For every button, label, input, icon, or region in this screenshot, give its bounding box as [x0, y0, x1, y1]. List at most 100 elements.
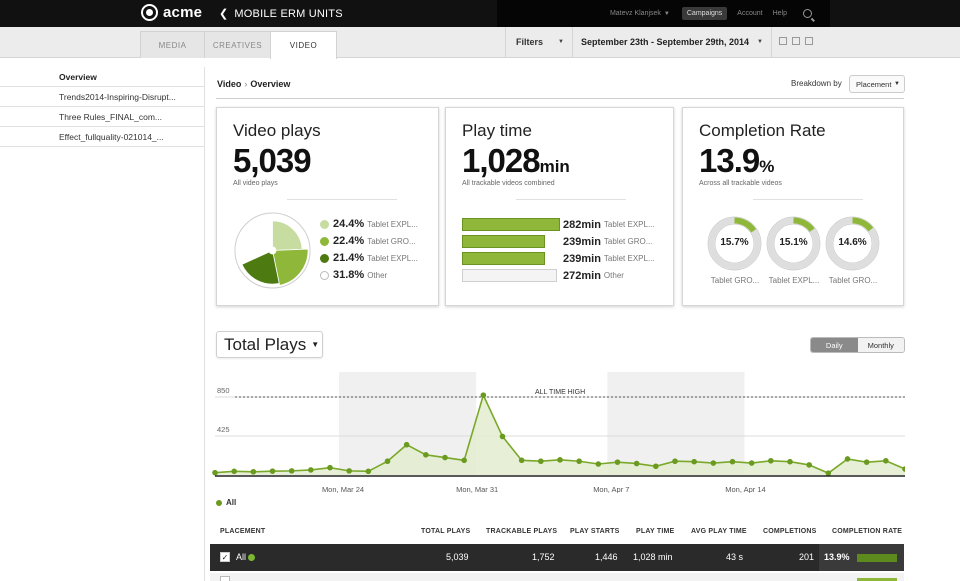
sidebar-item-overview[interactable]: Overview: [0, 67, 204, 87]
play-time-row[interactable]: 239min Tablet EXPL...: [462, 252, 655, 265]
search-icon[interactable]: [803, 9, 812, 18]
section-tabs: MEDIA CREATIVES VIDEO: [140, 31, 337, 59]
breadcrumb-video[interactable]: Video: [217, 79, 242, 89]
nav-account[interactable]: Account: [737, 10, 763, 17]
col-total-plays[interactable]: TOTAL PLAYS: [421, 528, 471, 535]
checkbox-checked-icon[interactable]: ✓: [220, 552, 230, 562]
data-point[interactable]: [710, 460, 717, 466]
plays-legend-item[interactable]: 21.4% Tablet EXPL...: [320, 252, 418, 264]
data-point[interactable]: [461, 457, 467, 464]
data-point[interactable]: [442, 454, 448, 461]
data-point[interactable]: [403, 441, 410, 448]
data-point[interactable]: [327, 464, 333, 471]
data-point[interactable]: [346, 468, 352, 474]
filters-dropdown[interactable]: Filters ▼: [505, 27, 573, 57]
data-point[interactable]: [288, 468, 295, 474]
col-avg-play-time[interactable]: AVG PLAY TIME: [691, 528, 747, 535]
data-point[interactable]: [250, 468, 257, 475]
breakdown-select[interactable]: Placement ▼: [849, 75, 905, 93]
data-point[interactable]: [231, 468, 237, 475]
cell-trackable-plays: 1,752: [532, 552, 555, 562]
data-point[interactable]: [729, 458, 736, 465]
data-point[interactable]: [212, 469, 218, 476]
data-point[interactable]: [576, 458, 582, 465]
data-point[interactable]: [806, 462, 812, 468]
data-point[interactable]: [384, 458, 391, 465]
data-point[interactable]: [614, 459, 621, 465]
user-menu[interactable]: Matevz Klanjsek ▼: [610, 10, 670, 17]
data-point[interactable]: [902, 466, 905, 472]
donut-chart: [825, 216, 880, 271]
play-time-row[interactable]: 239min Tablet GRO...: [462, 235, 652, 248]
completion-donut[interactable]: 14.6% Tablet GRO...: [825, 216, 880, 285]
nav-help[interactable]: Help: [772, 10, 787, 17]
toggle-monthly[interactable]: Monthly: [857, 338, 904, 352]
col-placement[interactable]: PLACEMENT: [220, 528, 266, 535]
data-point[interactable]: [633, 460, 640, 467]
table-icon[interactable]: [805, 37, 813, 45]
pie-slice[interactable]: [272, 220, 303, 251]
plays-legend-item[interactable]: 24.4% Tablet EXPL...: [320, 218, 418, 230]
y-tick-label: 425: [217, 425, 230, 434]
completion-rate-bar: [857, 578, 897, 581]
table-row[interactable]: [210, 573, 904, 581]
data-point[interactable]: [480, 392, 487, 398]
data-point[interactable]: [691, 458, 697, 465]
data-point[interactable]: [653, 463, 659, 470]
sidebar-item-video[interactable]: Three Rules_FINAL_com...: [0, 107, 204, 127]
data-point[interactable]: [825, 470, 832, 476]
data-point[interactable]: [595, 461, 602, 467]
tab-video[interactable]: VIDEO: [270, 31, 337, 59]
data-point[interactable]: [269, 468, 276, 474]
bar-label: Tablet EXPL...: [603, 220, 655, 229]
data-point[interactable]: [499, 433, 506, 440]
brand-logo[interactable]: acme: [141, 4, 202, 21]
toggle-daily[interactable]: Daily: [811, 338, 858, 352]
col-play-starts[interactable]: PLAY STARTS: [570, 528, 620, 535]
table-row-all[interactable]: ✓ All 5,039 1,752 1,446 1,028 min 43 s 2…: [210, 544, 904, 571]
plays-legend-item[interactable]: 22.4% Tablet GRO...: [320, 235, 416, 247]
data-point[interactable]: [538, 458, 544, 465]
nav-campaigns[interactable]: Campaigns: [681, 7, 728, 20]
data-point[interactable]: [768, 457, 774, 464]
plays-legend-item[interactable]: 31.8% Other: [320, 269, 387, 281]
data-point[interactable]: [844, 456, 851, 462]
sidebar-item-video[interactable]: Effect_fullquality-021014_...: [0, 127, 204, 147]
data-point[interactable]: [863, 459, 870, 465]
print-icon[interactable]: [779, 37, 787, 45]
tab-media[interactable]: MEDIA: [140, 31, 205, 58]
donut-outline: [832, 223, 873, 264]
play-time-row[interactable]: 282min Tablet EXPL...: [462, 218, 655, 231]
play-time-row[interactable]: 272min Other: [462, 269, 624, 282]
chart-legend[interactable]: All: [216, 498, 236, 507]
mail-icon[interactable]: [792, 37, 800, 45]
data-point[interactable]: [883, 457, 889, 464]
col-completions[interactable]: COMPLETIONS: [763, 528, 817, 535]
col-completion-rate[interactable]: COMPLETION RATE: [832, 528, 903, 535]
cell-play-time: 1,028 min: [633, 552, 673, 562]
card-value: 1,028min: [462, 142, 570, 180]
data-point[interactable]: [518, 457, 525, 464]
pie-slice[interactable]: [272, 248, 309, 286]
data-point[interactable]: [308, 467, 314, 473]
pie-slice[interactable]: [241, 249, 280, 285]
metric-select[interactable]: Total Plays ▼: [216, 331, 323, 358]
back-link[interactable]: ❮ MOBILE ERM UNITS: [219, 7, 343, 21]
data-point[interactable]: [787, 458, 793, 465]
data-point[interactable]: [672, 458, 678, 465]
data-point[interactable]: [748, 460, 755, 466]
data-point[interactable]: [423, 452, 429, 458]
checkbox-icon[interactable]: [220, 576, 230, 581]
breadcrumb: Video › Overview: [217, 79, 290, 89]
sidebar-item-video[interactable]: Trends2014-Inspiring-Disrupt...: [0, 87, 204, 107]
tab-creatives[interactable]: CREATIVES: [204, 31, 271, 58]
legend-dot-icon: [320, 219, 329, 229]
data-point[interactable]: [557, 457, 563, 463]
date-range-picker[interactable]: September 23th - September 29th, 2014 ▼: [573, 27, 772, 57]
data-point[interactable]: [365, 468, 372, 475]
completion-donut[interactable]: 15.7% Tablet GRO...: [707, 216, 762, 285]
col-trackable-plays[interactable]: TRACKABLE PLAYS: [486, 528, 558, 535]
back-link-label: MOBILE ERM UNITS: [234, 7, 343, 20]
completion-donut[interactable]: 15.1% Tablet EXPL...: [766, 216, 821, 285]
col-play-time[interactable]: PLAY TIME: [636, 528, 675, 535]
